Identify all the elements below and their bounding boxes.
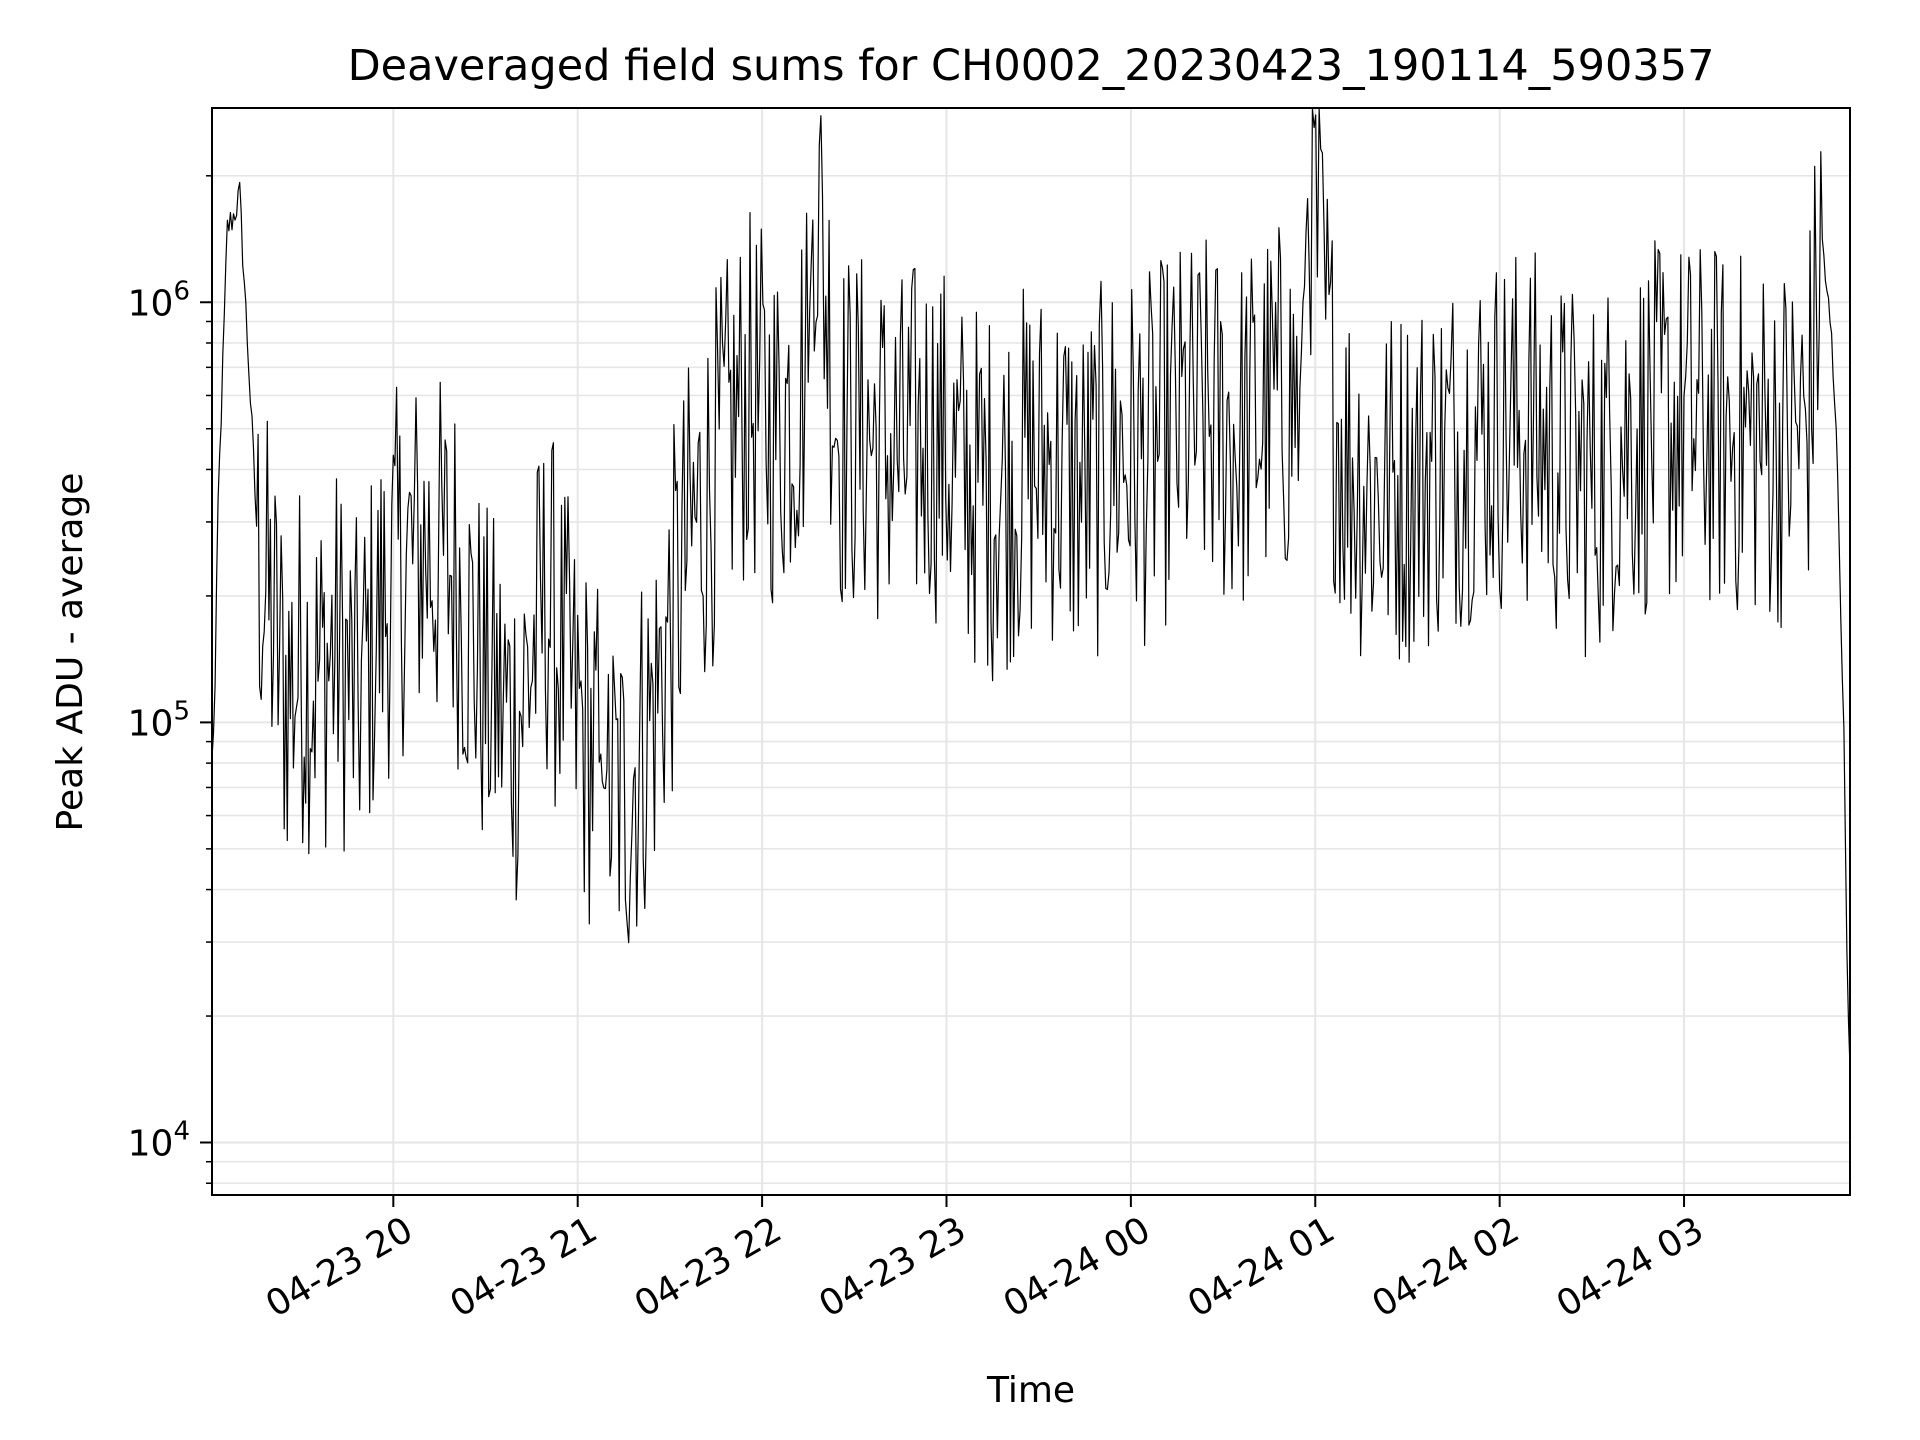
y-tick-label: 106 xyxy=(128,276,190,324)
x-tick-label: 04-23 20 xyxy=(259,1209,420,1325)
x-tick-label: 04-24 01 xyxy=(1181,1209,1342,1325)
series-line xyxy=(211,107,1851,1069)
y-tick-label: 105 xyxy=(128,696,190,744)
plot-frame xyxy=(211,107,1851,1196)
y-tick-label: 104 xyxy=(128,1117,190,1165)
x-tick-label: 04-24 00 xyxy=(997,1209,1158,1325)
y-axis-ticks: 104 105 106 xyxy=(128,175,212,1184)
x-tick-label: 04-23 22 xyxy=(628,1209,789,1325)
x-tick-label: 04-23 21 xyxy=(444,1209,605,1325)
x-tick-label: 04-24 02 xyxy=(1365,1209,1526,1325)
chart-title: Deaveraged field sums for CH0002_2023042… xyxy=(348,41,1715,91)
x-tick-label: 04-23 23 xyxy=(812,1209,973,1325)
y-axis-label: Peak ADU - average xyxy=(50,473,91,832)
x-tick-label: 04-24 03 xyxy=(1550,1209,1711,1325)
grid-lines xyxy=(212,108,1850,1195)
x-axis-ticks: 04-23 20 04-23 21 04-23 22 04-23 23 04-24 00… xyxy=(259,1195,1711,1326)
x-axis-label: Time xyxy=(986,1370,1075,1411)
